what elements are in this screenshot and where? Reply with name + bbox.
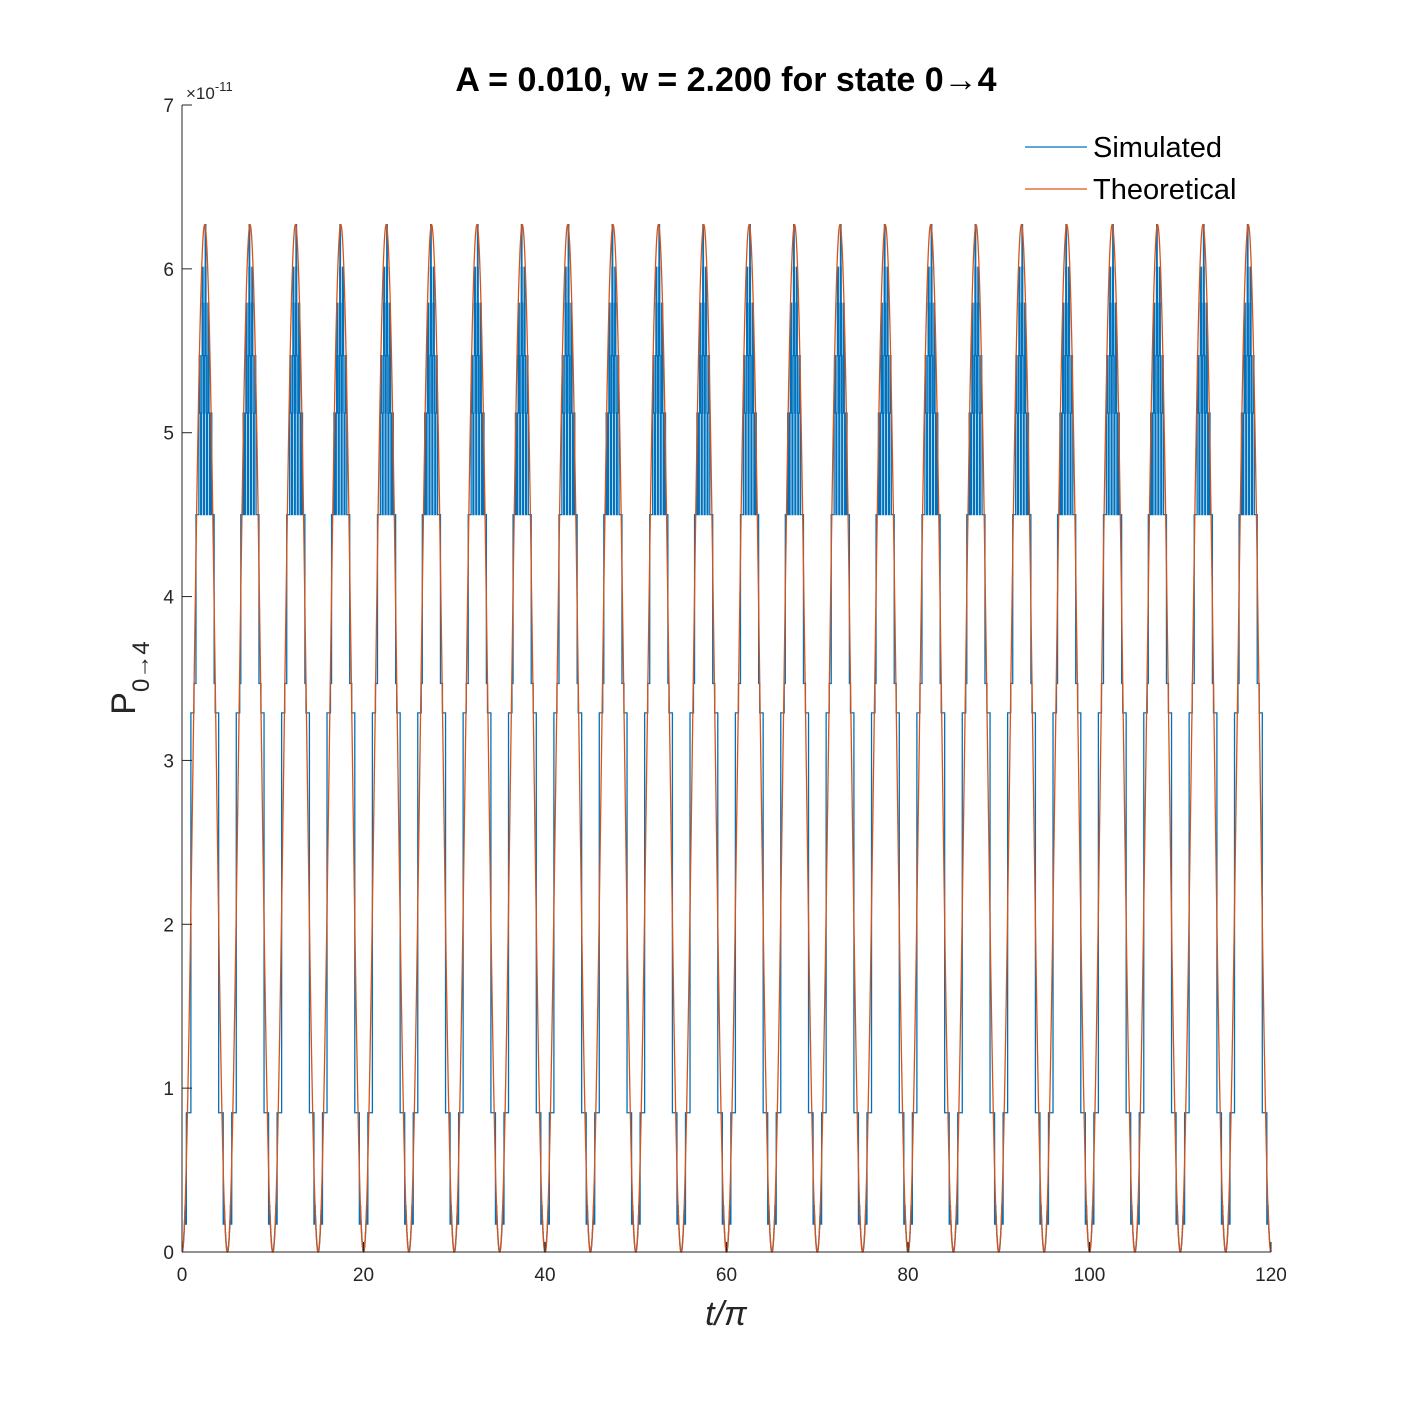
plot-area: 0 20 40 60 80 100 120 0 1 2 3 4 5 6 7	[163, 96, 1286, 1286]
y-tick-label: 0	[163, 1243, 174, 1264]
y-tick-label: 7	[163, 96, 174, 117]
y-ticks: 0 1 2 3 4 5 6 7	[163, 96, 192, 1264]
y-tick-label: 3	[163, 751, 174, 772]
y-axis-label: P0→4	[105, 641, 155, 714]
y-tick-label: 6	[163, 260, 174, 281]
x-tick-label: 120	[1255, 1265, 1287, 1286]
x-tick-label: 20	[353, 1265, 374, 1286]
x-tick-label: 0	[177, 1265, 188, 1286]
y-tick-label: 5	[163, 424, 174, 445]
series-line-simulated	[181, 223, 1272, 1253]
y-tick-label: 1	[163, 1079, 174, 1100]
y-axis-label-main: P	[105, 692, 143, 715]
legend: Simulated Theoretical	[1025, 132, 1236, 206]
chart-title: A = 0.010, w = 2.200 for state 0→4	[455, 61, 996, 99]
legend-label-simulated: Simulated	[1093, 132, 1222, 164]
x-tick-label: 100	[1074, 1265, 1106, 1286]
y-tick-label: 2	[163, 915, 174, 936]
x-tick-label: 60	[716, 1265, 737, 1286]
x-tick-label: 80	[897, 1265, 918, 1286]
x-tick-label: 40	[534, 1265, 555, 1286]
series-lines	[181, 223, 1272, 1253]
y-axis-label-subscript: 0→4	[128, 641, 155, 692]
y-tick-label: 4	[163, 588, 174, 609]
y-multiplier: ×10-11	[186, 79, 233, 103]
x-axis-label: t/π	[705, 1295, 748, 1333]
svg-text:P0→4: P0→4	[105, 641, 155, 714]
y-exponent: -11	[215, 79, 233, 94]
x-ticks: 0 20 40 60 80 100 120	[177, 1242, 1287, 1286]
legend-label-theoretical: Theoretical	[1093, 174, 1236, 206]
